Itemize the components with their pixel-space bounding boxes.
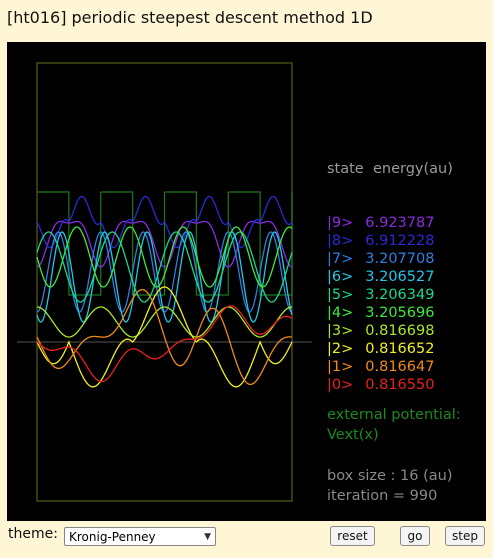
iteration-text: iteration = 990 — [327, 488, 438, 504]
wavefunction-line — [36, 288, 293, 386]
theme-select[interactable]: Kronig-Penney ▼ — [64, 527, 216, 546]
state-energy: 6.912228 — [365, 233, 435, 249]
chevron-down-icon: ▼ — [204, 531, 211, 542]
legend-row: |7> 3.207708 — [327, 250, 453, 268]
legend-row: |9> 6.923787 — [327, 214, 453, 232]
state-label: |8> — [327, 233, 354, 249]
state-label: |3> — [327, 323, 354, 339]
wavefunction-line — [36, 305, 293, 383]
reset-button[interactable]: reset — [330, 526, 375, 546]
wavefunction-line — [37, 306, 292, 338]
potential-legend: external potential: Vext(x) — [327, 405, 461, 445]
legend-header-state: state — [327, 161, 364, 177]
wavefunction-curves — [36, 195, 293, 388]
legend-row: |0> 0.816550 — [327, 376, 453, 394]
potential-name: Vext(x) — [327, 427, 379, 443]
state-label: |2> — [327, 341, 354, 357]
wavefunction-line — [36, 195, 293, 249]
potential-curve — [37, 191, 293, 296]
state-label: |7> — [327, 251, 354, 267]
control-bar: theme: Kronig-Penney ▼ reset go step — [0, 526, 493, 548]
wavefunction-line — [36, 286, 293, 388]
state-energy: 3.206349 — [365, 287, 435, 303]
legend-row: |8> 6.912228 — [327, 232, 453, 250]
legend-row: |1> 0.816647 — [327, 358, 453, 376]
potential-label: external potential: — [327, 407, 461, 423]
state-legend: state energy(au) |9> 6.923787 |8> 6.912228 |… — [327, 124, 453, 430]
wavefunction-line — [36, 231, 293, 313]
legend-row: |3> 0.816698 — [327, 322, 453, 340]
state-energy: 0.816698 — [365, 323, 435, 339]
state-label: |9> — [327, 215, 354, 231]
page-title: [ht016] periodic steepest descent method… — [7, 8, 373, 27]
wavefunction-line — [36, 231, 293, 303]
wavefunction-line — [36, 231, 293, 323]
wavefunction-line — [36, 226, 293, 288]
state-label: |5> — [327, 287, 354, 303]
state-energy: 0.816652 — [365, 341, 435, 357]
legend-row: |5> 3.206349 — [327, 286, 453, 304]
state-energy: 3.207708 — [365, 251, 435, 267]
state-energy: 3.206527 — [365, 269, 435, 285]
legend-row: |2> 0.816652 — [327, 340, 453, 358]
legend-header: state energy(au) — [327, 160, 453, 178]
theme-label: theme: — [8, 526, 58, 542]
wavefunction-line — [36, 220, 293, 268]
state-label: |0> — [327, 377, 354, 393]
legend-header-energy: energy(au) — [372, 161, 453, 177]
potential-line — [37, 191, 293, 296]
state-energy: 0.816647 — [365, 359, 435, 375]
state-label: |1> — [327, 359, 354, 375]
go-button[interactable]: go — [400, 526, 430, 546]
theme-select-value: Kronig-Penney — [69, 529, 156, 544]
state-label: |6> — [327, 269, 354, 285]
state-label: |4> — [327, 305, 354, 321]
state-energy: 3.205696 — [365, 305, 435, 321]
step-button[interactable]: step — [445, 526, 485, 546]
state-energy: 0.816550 — [365, 377, 435, 393]
state-energy: 6.923787 — [365, 215, 435, 231]
box-size-text: box size : 16 (au) — [327, 468, 453, 484]
simulation-info: box size : 16 (au) iteration = 990 — [327, 466, 453, 506]
simulation-canvas: state energy(au) |9> 6.923787 |8> 6.912228 |… — [7, 42, 486, 521]
legend-row: |4> 3.205696 — [327, 304, 453, 322]
legend-row: |6> 3.206527 — [327, 268, 453, 286]
wavefunction-plot — [17, 62, 312, 502]
